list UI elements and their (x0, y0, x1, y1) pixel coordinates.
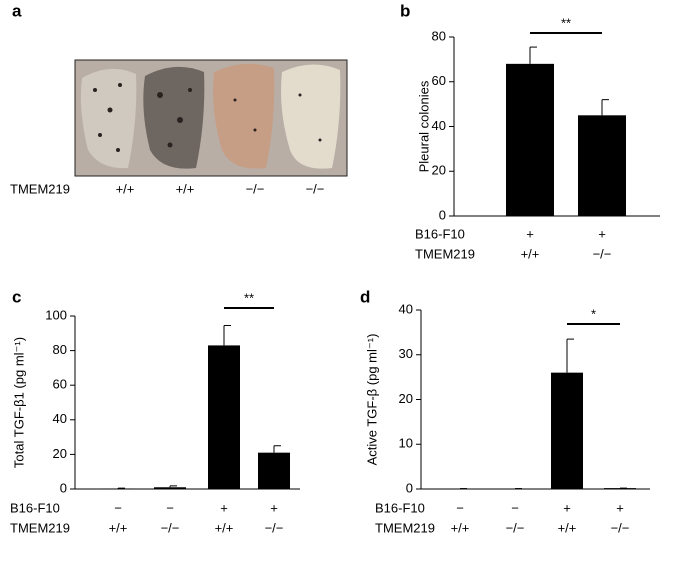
row-value: − (166, 500, 174, 515)
row-value: +/+ (109, 520, 128, 535)
bar (102, 488, 134, 489)
row-value: −/− (611, 520, 630, 535)
panel-label: b (400, 1, 410, 20)
y-tick-label: 20 (53, 446, 67, 461)
bar (551, 372, 583, 489)
row-value: − (456, 500, 464, 515)
y-tick-label: 40 (399, 301, 413, 316)
row-label: TMEM219 (415, 246, 475, 261)
row-label: B16-F10 (10, 500, 60, 515)
bar (154, 487, 186, 489)
lung (281, 64, 341, 169)
row-value: + (220, 500, 228, 515)
row-value: − (511, 500, 519, 515)
panel-label: c (12, 287, 21, 306)
row-value: + (270, 500, 278, 515)
row-value: −/− (506, 520, 525, 535)
row-value: +/+ (451, 520, 470, 535)
y-tick-label: 20 (432, 163, 446, 178)
y-tick-label: 0 (60, 480, 67, 495)
genotype: −/− (246, 181, 265, 196)
row-label: TMEM219 (375, 520, 435, 535)
row-label: B16-F10 (415, 226, 465, 241)
y-tick-label: 10 (399, 436, 413, 451)
lung (213, 63, 275, 169)
spots (93, 83, 322, 152)
row-value: +/+ (558, 520, 577, 535)
row-value: −/− (593, 246, 612, 261)
y-axis-label: Pleural colonies (416, 80, 431, 172)
y-tick-label: 40 (53, 411, 67, 426)
bar (208, 345, 240, 489)
y-tick-label: 40 (432, 118, 446, 133)
y-axis-label: Total TGF-β1 (pg ml⁻¹) (11, 337, 26, 468)
bar (258, 452, 290, 489)
row-value: −/− (265, 520, 284, 535)
bar (506, 63, 554, 216)
row-label: TMEM219 (10, 181, 70, 196)
row-value: + (526, 226, 534, 241)
y-tick-label: 30 (399, 346, 413, 361)
bar (578, 115, 626, 216)
row-value: + (616, 500, 624, 515)
genotype: +/+ (116, 181, 135, 196)
row-label: B16-F10 (375, 500, 425, 515)
row-value: +/+ (215, 520, 234, 535)
significance: ** (244, 290, 254, 305)
y-tick-label: 0 (439, 207, 446, 222)
row-value: −/− (161, 520, 180, 535)
y-axis-label: Active TGF-β (pg ml⁻¹) (364, 334, 379, 466)
lung (143, 66, 205, 169)
significance: * (591, 306, 596, 321)
row-value: + (563, 500, 571, 515)
row-value: +/+ (521, 246, 540, 261)
y-tick-label: 80 (432, 28, 446, 43)
panel-a: a TMEM219 +/+ +/+ −/− −/− (10, 1, 348, 196)
lung (80, 68, 137, 169)
y-tick-label: 20 (399, 391, 413, 406)
row-value: + (598, 226, 606, 241)
genotype: −/− (306, 181, 325, 196)
genotype: +/+ (176, 181, 195, 196)
row-value: − (114, 500, 122, 515)
y-tick-label: 60 (432, 73, 446, 88)
y-tick-label: 80 (53, 342, 67, 357)
row-label: TMEM219 (10, 520, 70, 535)
panel-label: d (360, 287, 370, 306)
y-tick-label: 60 (53, 377, 67, 392)
significance: ** (561, 15, 571, 30)
y-tick-label: 100 (45, 307, 67, 322)
y-tick-label: 0 (406, 480, 413, 495)
panel-label: a (12, 1, 22, 20)
